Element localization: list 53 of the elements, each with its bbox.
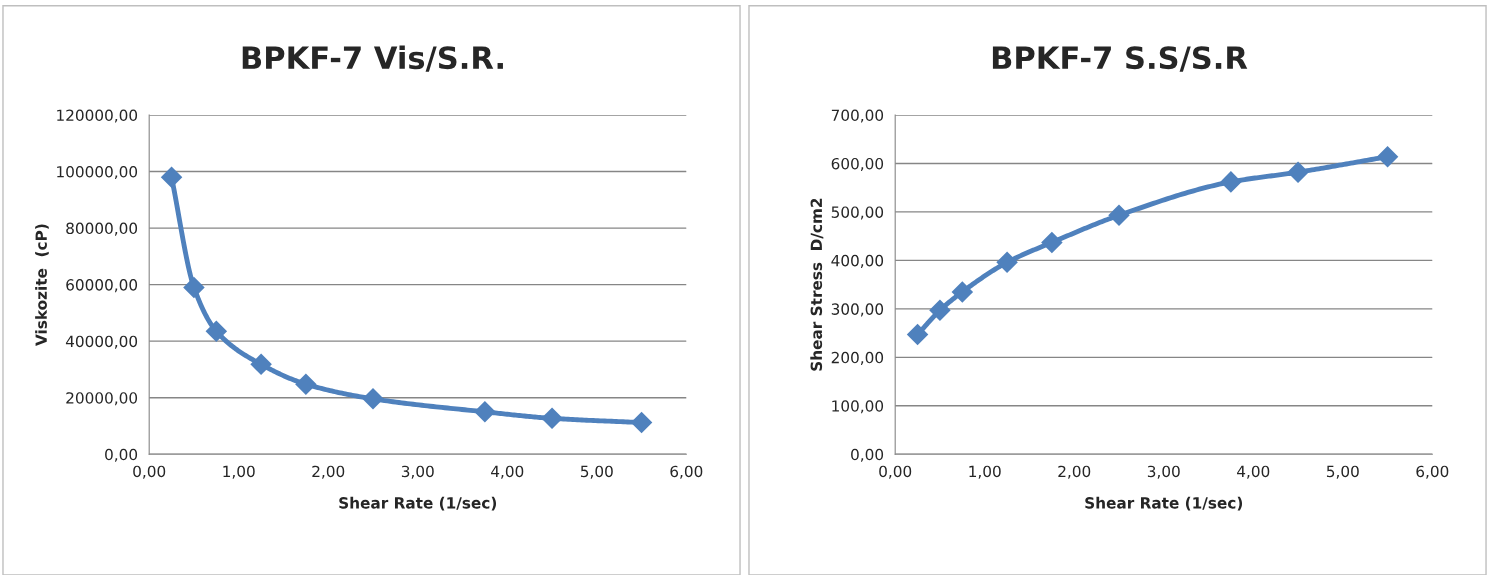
x-tick-label: 2,00 xyxy=(1058,465,1091,479)
x-tick-label: 5,00 xyxy=(580,465,613,479)
point xyxy=(362,388,384,410)
y-tick-label: 0,00 xyxy=(105,448,138,462)
point xyxy=(160,166,183,188)
y-tick-label: 700,00 xyxy=(831,109,884,123)
x-tick-label: 6,00 xyxy=(670,465,703,479)
point xyxy=(1041,231,1063,254)
x-axis-title: Shear Rate (1/sec) xyxy=(339,496,497,511)
x-tick-label: 2,00 xyxy=(312,465,345,479)
x-tick-label: 6,00 xyxy=(1416,465,1449,479)
point xyxy=(1376,145,1399,168)
point xyxy=(295,373,317,395)
x-tick-label: 0,00 xyxy=(133,465,166,479)
y-axis-title: Shear Stress D/cm2 xyxy=(810,198,824,371)
chart-title: BPKF-7 Vis/S.R. xyxy=(242,45,503,72)
y-tick-label: 300,00 xyxy=(831,303,884,317)
x-tick-label: 1,00 xyxy=(969,465,1001,479)
x-tick-label: 3,00 xyxy=(1147,465,1180,479)
x-tick-label: 5,00 xyxy=(1326,465,1359,479)
x-tick-label: 0,00 xyxy=(879,465,912,479)
x-axis-title: Shear Rate (1/sec) xyxy=(1085,496,1243,511)
point xyxy=(474,401,496,423)
y-tick-label: 20000,00 xyxy=(66,392,138,406)
point xyxy=(205,320,228,343)
point xyxy=(951,281,974,303)
x-tick-label: 4,00 xyxy=(1237,465,1270,479)
y-tick-label: 400,00 xyxy=(831,254,884,268)
point xyxy=(541,407,563,430)
point xyxy=(906,323,929,346)
y-tick-label: 40000,00 xyxy=(65,335,138,349)
point xyxy=(996,251,1018,274)
x-tick-label: 4,00 xyxy=(491,465,524,479)
y-tick-label: 0,00 xyxy=(851,448,884,462)
y-tick-label: 200,00 xyxy=(831,351,884,365)
x-tick-label: 3,00 xyxy=(401,465,434,479)
point xyxy=(929,299,951,322)
x-tick-label: 1,00 xyxy=(223,465,255,479)
y-tick-label: 80000,00 xyxy=(66,222,138,236)
y-tick-label: 100000,00 xyxy=(57,166,138,180)
chart-title: BPKF-7 S.S/S.R xyxy=(992,46,1248,72)
y-tick-label: 100,00 xyxy=(832,400,884,414)
y-tick-label: 60000,00 xyxy=(66,279,138,293)
y-tick-label: 120000,00 xyxy=(57,109,138,123)
point xyxy=(630,411,653,434)
point xyxy=(250,353,272,376)
point xyxy=(1108,204,1130,227)
point xyxy=(183,276,205,299)
point xyxy=(1220,171,1242,193)
y-tick-label: 600,00 xyxy=(831,157,884,172)
point xyxy=(1287,161,1309,183)
y-axis-title: Viskozite (cP) xyxy=(35,224,49,346)
y-tick-label: 500,00 xyxy=(831,206,884,220)
